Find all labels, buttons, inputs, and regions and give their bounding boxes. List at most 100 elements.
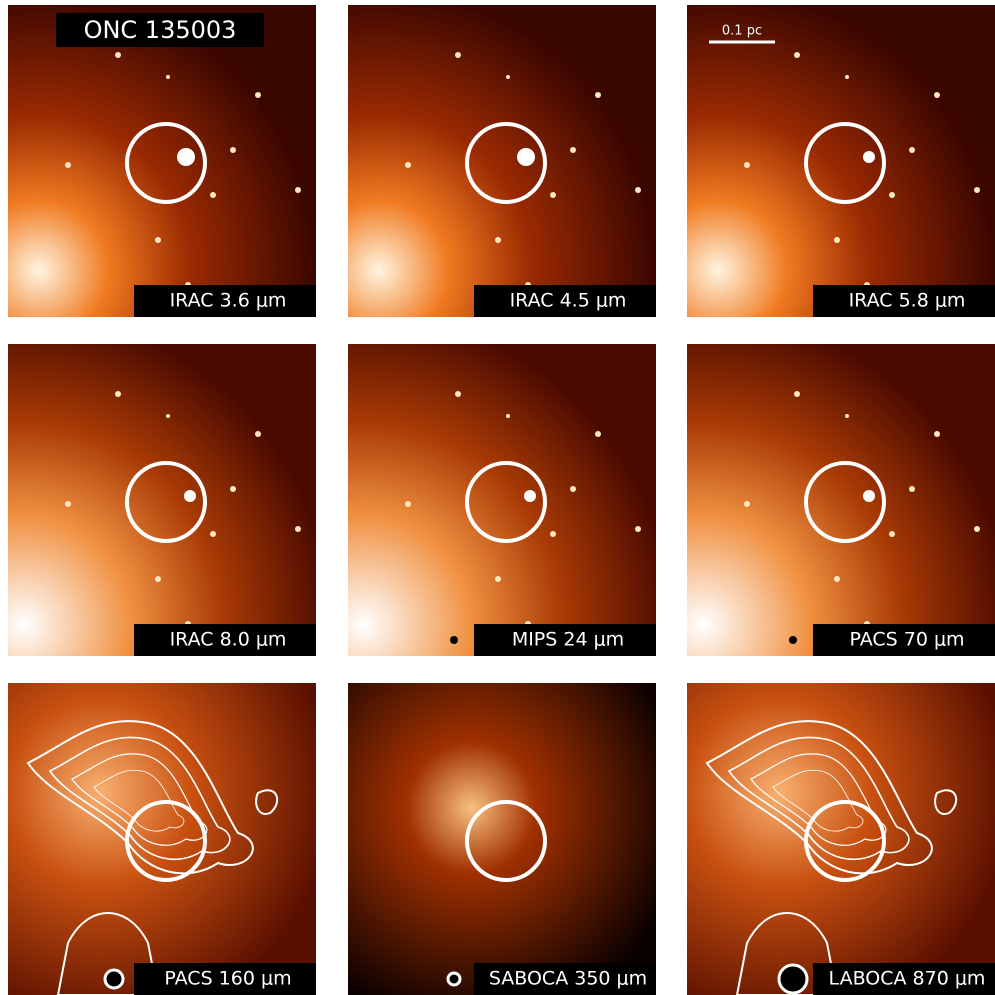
panel-label: SABOCA 350 μm <box>489 968 647 990</box>
source <box>863 490 875 502</box>
panel-image: PACS 70 μm <box>687 344 995 656</box>
star <box>845 75 849 79</box>
contour <box>727 736 910 860</box>
source <box>184 490 196 502</box>
panel-image: IRAC 8.0 μm <box>8 344 316 656</box>
star <box>210 531 216 537</box>
star <box>295 187 301 193</box>
label-box <box>813 963 995 995</box>
scale-bar-label: 0.1 pc <box>722 24 762 39</box>
star <box>834 237 840 243</box>
image-background <box>348 5 656 317</box>
contour <box>750 753 887 846</box>
beam <box>777 963 809 995</box>
panel: SABOCA 350 μm <box>348 683 656 995</box>
contour <box>26 720 254 875</box>
source <box>524 490 536 502</box>
label-box <box>134 285 316 317</box>
star <box>635 526 641 532</box>
panel: MIPS 24 μm <box>348 344 656 656</box>
panel-image: IRAC 4.5 μm <box>348 5 656 317</box>
label-box <box>813 624 995 656</box>
panel-label: PACS 160 μm <box>164 968 291 990</box>
star <box>845 414 849 418</box>
image-background <box>687 344 995 656</box>
label-box <box>134 624 316 656</box>
star <box>889 192 895 198</box>
contour <box>93 769 185 832</box>
image-background <box>687 5 995 317</box>
figure-title: ONC 135003 <box>84 16 237 44</box>
beam <box>450 636 458 644</box>
contour <box>56 912 160 995</box>
title-box <box>56 13 264 47</box>
label-box <box>813 285 995 317</box>
star <box>744 162 750 168</box>
star <box>295 526 301 532</box>
star <box>65 162 71 168</box>
star <box>455 391 461 397</box>
star <box>506 75 510 79</box>
beam <box>446 971 462 987</box>
star <box>495 576 501 582</box>
star <box>166 75 170 79</box>
panel-image: IRAC 3.6 μm ONC 135003 <box>8 5 316 317</box>
star <box>909 486 915 492</box>
star <box>550 531 556 537</box>
star <box>405 501 411 507</box>
aperture-circle <box>125 800 207 882</box>
panel: IRAC 3.6 μm ONC 135003 <box>8 5 316 317</box>
star <box>974 187 980 193</box>
aperture-circle <box>125 461 207 543</box>
panel-image: IRAC 5.8 μm 0.1 pc <box>687 5 995 317</box>
star <box>255 431 261 437</box>
contour <box>705 720 933 875</box>
panel: IRAC 4.5 μm <box>348 5 656 317</box>
aperture-circle <box>465 800 547 882</box>
image-background <box>687 683 995 995</box>
star <box>635 187 641 193</box>
star <box>495 237 501 243</box>
aperture-circle <box>125 122 207 204</box>
star <box>794 52 800 58</box>
panel: IRAC 8.0 μm <box>8 344 316 656</box>
contour <box>934 789 958 815</box>
star <box>166 414 170 418</box>
image-background <box>348 683 656 995</box>
label-box <box>474 963 656 995</box>
contour <box>255 789 279 815</box>
star <box>550 192 556 198</box>
panel-label: MIPS 24 μm <box>512 629 624 651</box>
label-box <box>134 963 316 995</box>
star <box>230 486 236 492</box>
label-box <box>474 624 656 656</box>
star <box>155 576 161 582</box>
contour <box>48 736 231 860</box>
image-background <box>348 344 656 656</box>
panel-image: SABOCA 350 μm <box>348 683 656 995</box>
star <box>570 147 576 153</box>
star <box>744 501 750 507</box>
aperture-circle <box>804 800 886 882</box>
star <box>155 237 161 243</box>
panel: PACS 160 μm <box>8 683 316 995</box>
panel-label: IRAC 4.5 μm <box>510 290 627 312</box>
contour <box>71 753 208 846</box>
star <box>889 531 895 537</box>
star <box>405 162 411 168</box>
beam <box>103 968 125 990</box>
panel: IRAC 5.8 μm 0.1 pc <box>687 5 995 317</box>
contour <box>772 769 864 832</box>
beam <box>789 636 797 644</box>
star <box>794 391 800 397</box>
star <box>255 92 261 98</box>
source <box>177 148 195 166</box>
contour <box>735 912 839 995</box>
image-background <box>8 5 316 317</box>
star <box>230 147 236 153</box>
star <box>570 486 576 492</box>
star <box>455 52 461 58</box>
star <box>506 414 510 418</box>
aperture-circle <box>804 461 886 543</box>
